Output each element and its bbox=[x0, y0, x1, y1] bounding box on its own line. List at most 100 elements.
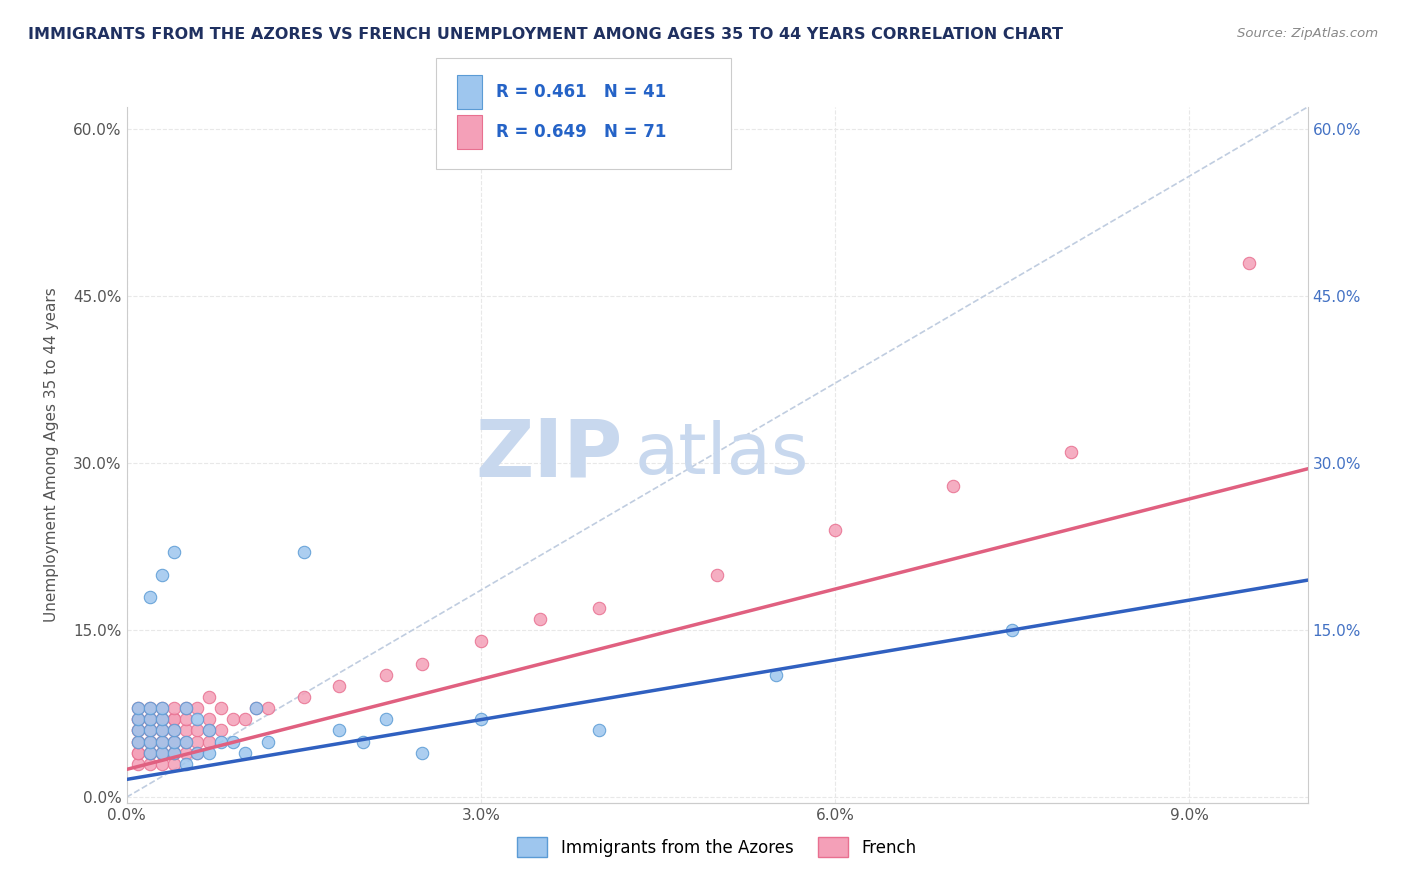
Point bbox=[150, 756, 173, 771]
Point bbox=[1237, 256, 1260, 270]
Point bbox=[127, 712, 149, 726]
Point bbox=[411, 657, 433, 671]
Point bbox=[174, 734, 197, 748]
Point bbox=[150, 701, 173, 715]
Point bbox=[127, 712, 149, 726]
Point bbox=[150, 723, 173, 738]
Point bbox=[186, 746, 208, 760]
Y-axis label: Unemployment Among Ages 35 to 44 years: Unemployment Among Ages 35 to 44 years bbox=[45, 287, 59, 623]
Point bbox=[163, 746, 186, 760]
Point bbox=[174, 723, 197, 738]
Point bbox=[222, 734, 245, 748]
Text: ZIP: ZIP bbox=[475, 416, 623, 494]
Point bbox=[127, 734, 149, 748]
Point bbox=[186, 701, 208, 715]
Point bbox=[198, 712, 221, 726]
Point bbox=[411, 746, 433, 760]
Point bbox=[150, 734, 173, 748]
Point bbox=[352, 734, 374, 748]
Text: Source: ZipAtlas.com: Source: ZipAtlas.com bbox=[1237, 27, 1378, 40]
Point bbox=[824, 523, 846, 537]
Point bbox=[174, 746, 197, 760]
Point bbox=[174, 712, 197, 726]
Point bbox=[245, 701, 267, 715]
Point bbox=[127, 723, 149, 738]
Point bbox=[163, 734, 186, 748]
Point bbox=[163, 734, 186, 748]
Point bbox=[150, 723, 173, 738]
Point bbox=[139, 712, 162, 726]
Point bbox=[139, 746, 162, 760]
Point bbox=[163, 723, 186, 738]
Point bbox=[139, 701, 162, 715]
Point bbox=[127, 723, 149, 738]
Point bbox=[139, 723, 162, 738]
Point bbox=[174, 701, 197, 715]
Text: R = 0.649   N = 71: R = 0.649 N = 71 bbox=[496, 123, 666, 141]
Point bbox=[375, 667, 398, 681]
Point bbox=[198, 746, 221, 760]
Point bbox=[127, 701, 149, 715]
Point bbox=[127, 746, 149, 760]
Point bbox=[222, 712, 245, 726]
Point bbox=[1001, 624, 1024, 638]
Point bbox=[470, 712, 492, 726]
Point bbox=[163, 723, 186, 738]
Point bbox=[139, 734, 162, 748]
Point bbox=[174, 756, 197, 771]
Point bbox=[186, 723, 208, 738]
Point bbox=[588, 601, 610, 615]
Point bbox=[150, 746, 173, 760]
Legend: Immigrants from the Azores, French: Immigrants from the Azores, French bbox=[510, 830, 924, 864]
Point bbox=[139, 723, 162, 738]
Text: atlas: atlas bbox=[634, 420, 808, 490]
Point bbox=[163, 712, 186, 726]
Text: IMMIGRANTS FROM THE AZORES VS FRENCH UNEMPLOYMENT AMONG AGES 35 TO 44 YEARS CORR: IMMIGRANTS FROM THE AZORES VS FRENCH UNE… bbox=[28, 27, 1063, 42]
Point bbox=[470, 634, 492, 648]
Point bbox=[529, 612, 551, 626]
Point bbox=[150, 746, 173, 760]
Point bbox=[127, 701, 149, 715]
Point bbox=[1060, 445, 1083, 459]
Point bbox=[233, 746, 256, 760]
Point bbox=[139, 712, 162, 726]
Point bbox=[127, 746, 149, 760]
Point bbox=[174, 734, 197, 748]
Point bbox=[174, 701, 197, 715]
Point bbox=[292, 690, 315, 704]
Point bbox=[150, 712, 173, 726]
Point bbox=[186, 746, 208, 760]
Point bbox=[139, 746, 162, 760]
Point bbox=[139, 701, 162, 715]
Text: R = 0.461   N = 41: R = 0.461 N = 41 bbox=[496, 83, 666, 101]
Point bbox=[139, 590, 162, 604]
Point bbox=[186, 734, 208, 748]
Point bbox=[163, 746, 186, 760]
Point bbox=[163, 734, 186, 748]
Point bbox=[198, 723, 221, 738]
Point bbox=[209, 723, 232, 738]
Point bbox=[139, 746, 162, 760]
Point bbox=[127, 734, 149, 748]
Point bbox=[198, 734, 221, 748]
Point bbox=[150, 712, 173, 726]
Point bbox=[139, 712, 162, 726]
Point bbox=[257, 734, 280, 748]
Point bbox=[186, 712, 208, 726]
Point bbox=[375, 712, 398, 726]
Point bbox=[150, 723, 173, 738]
Point bbox=[198, 723, 221, 738]
Point bbox=[163, 756, 186, 771]
Point bbox=[150, 712, 173, 726]
Point bbox=[328, 723, 350, 738]
Point bbox=[706, 567, 728, 582]
Point bbox=[150, 701, 173, 715]
Point bbox=[163, 723, 186, 738]
Point bbox=[942, 478, 965, 492]
Point bbox=[127, 756, 149, 771]
Point bbox=[588, 723, 610, 738]
Point bbox=[150, 734, 173, 748]
Point bbox=[150, 746, 173, 760]
Point bbox=[163, 712, 186, 726]
Point bbox=[139, 723, 162, 738]
